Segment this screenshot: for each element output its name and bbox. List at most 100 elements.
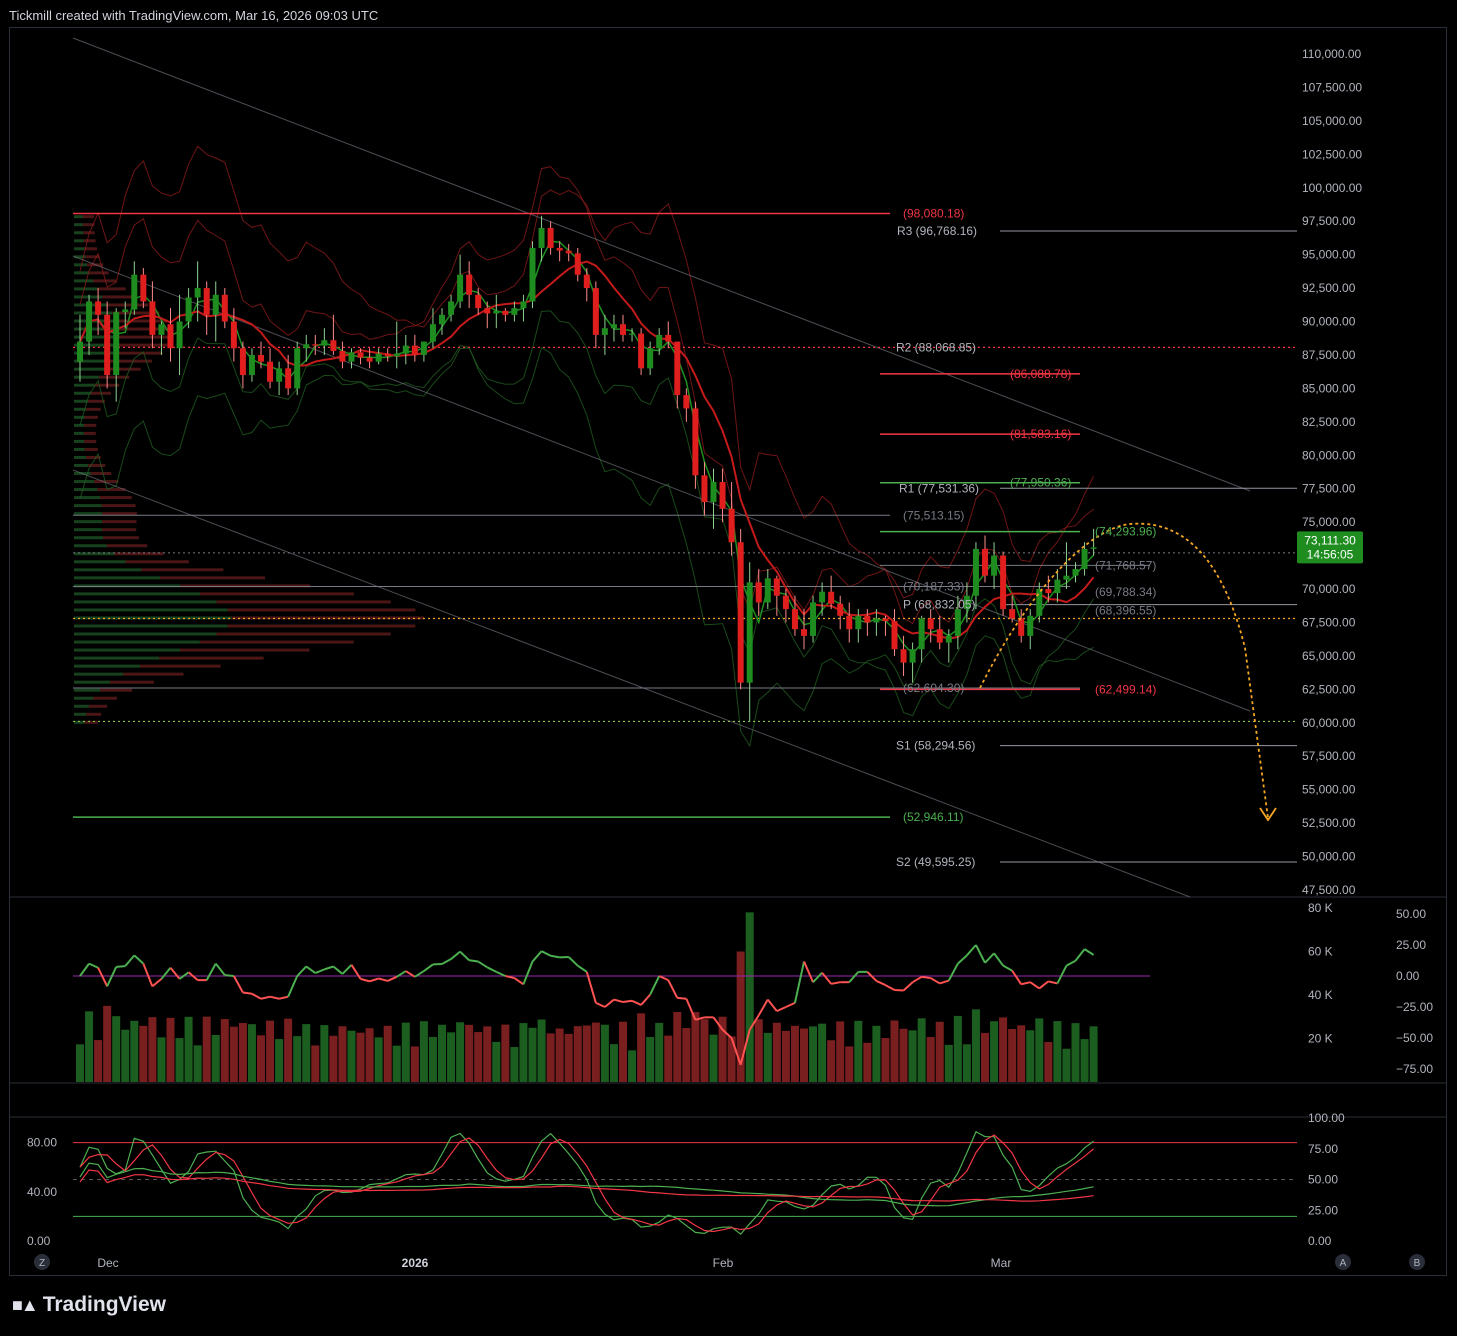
profile-bar-down (141, 568, 224, 572)
candle-body (773, 578, 780, 596)
candle-body (764, 578, 771, 603)
candle-body (638, 333, 645, 369)
volume-bar (890, 1020, 899, 1082)
candle-body (502, 310, 509, 315)
profile-bar-up (74, 632, 217, 636)
candle-body (601, 328, 608, 335)
profile-bar-down (101, 528, 137, 532)
level-label: (77,950.36) (1010, 476, 1071, 490)
momentum-segment (305, 965, 316, 974)
auto-scale-a-button[interactable]: A (1335, 1254, 1351, 1270)
momentum-segment (677, 996, 687, 1000)
volume-bar (908, 1030, 917, 1082)
profile-bar-down (84, 423, 97, 427)
volume-bar (166, 1017, 175, 1082)
volume-bar (754, 1019, 763, 1082)
profile-bar-down (93, 696, 118, 700)
osc-right-tick-label: 0.00 (1308, 1234, 1332, 1248)
price-axis[interactable]: 110,000.00 107,500.00 105,000.00 102,500.00… (1302, 47, 1362, 897)
profile-bar-up (74, 592, 200, 596)
profile-bar-up (74, 295, 103, 299)
price-tick-label: 92,500.00 (1302, 281, 1356, 295)
price-tick-label: 97,500.00 (1302, 214, 1356, 228)
candle-body (493, 310, 500, 314)
profile-bar-down (88, 463, 106, 467)
profile-bar-up (74, 239, 84, 243)
profile-bar-down (93, 279, 117, 283)
candle-body (212, 294, 219, 315)
profile-bar-up (74, 439, 85, 443)
stochastic-oscillator (73, 1130, 1297, 1235)
volume-bar (537, 1019, 546, 1082)
level-label: (75,513.15) (903, 508, 964, 522)
candle-body (620, 324, 626, 335)
profile-bar-up (74, 680, 111, 684)
level-label: (98,080.18) (903, 206, 964, 220)
profile-bar-up (74, 704, 89, 708)
momentum-segment (695, 1016, 705, 1021)
price-tick-label: 57,500.00 (1302, 749, 1356, 763)
trendline-1 (72, 255, 1251, 712)
candle-body (1072, 568, 1079, 576)
level-label: (62,604.30) (903, 681, 964, 695)
candle-body (1054, 579, 1061, 594)
stoch-slow-green (79, 1162, 1094, 1207)
candle-body (285, 368, 292, 389)
volume-bar (736, 951, 745, 1082)
volume-bar (591, 1022, 600, 1082)
tradingview-brand[interactable]: ■▲ TradingView (12, 1293, 166, 1317)
profile-bar-down (106, 544, 148, 548)
momentum-segment (88, 962, 99, 969)
brand-name: TradingView (42, 1293, 167, 1316)
profile-bar-up (74, 463, 89, 467)
volume-bar (1035, 1018, 1044, 1082)
volume-bar (347, 1030, 356, 1082)
current-price-value: 73,111.30 (1304, 533, 1356, 547)
level-label: (70,187.33) (903, 580, 964, 594)
trendline-0 (72, 37, 1251, 492)
zoom-z-button[interactable]: Z (34, 1254, 50, 1270)
candle-body (846, 615, 853, 630)
volume-bar (220, 1019, 229, 1082)
profile-bar-up (74, 520, 103, 524)
volume-bar (981, 1032, 989, 1082)
chart-frame[interactable]: (98,080.18) R3 (96,768.16) R2 (88,068.85) (… (9, 27, 1447, 1276)
volume-bar (881, 1037, 890, 1082)
momentum-segment (396, 970, 407, 978)
volume-bar (953, 1015, 962, 1082)
osc-left-tick-label: 80.00 (27, 1136, 57, 1150)
scale-b-button[interactable]: B (1409, 1254, 1425, 1270)
volume-bar (229, 1026, 238, 1082)
momentum-segment (97, 967, 109, 987)
candle-body (982, 548, 988, 576)
profile-bar-down (86, 712, 102, 716)
level-label: (81,583.16) (1010, 427, 1071, 441)
profile-bar-up (74, 415, 85, 419)
profile-bar-down (102, 295, 137, 299)
candle-body (819, 591, 826, 603)
volume-bar (275, 1039, 284, 1082)
volume-bar (727, 1036, 736, 1082)
candle-body (384, 353, 391, 357)
volume-bar (130, 1020, 139, 1082)
momentum-segment (495, 970, 506, 977)
time-label-2026: 2026 (402, 1256, 429, 1270)
profile-bar-up (74, 600, 217, 604)
momentum-segment (785, 1001, 796, 1008)
candlestick-series[interactable] (77, 215, 1097, 722)
volume-bar (700, 1019, 709, 1082)
candle-body (547, 227, 554, 248)
profile-bar-down (231, 616, 425, 620)
momentum-tick-label: 25.00 (1396, 938, 1426, 952)
price-chart-svg[interactable]: (98,080.18) R3 (96,768.16) R2 (88,068.85) (… (10, 28, 1446, 1275)
osc-left-tick-label: 40.00 (27, 1185, 57, 1199)
volume-bar (401, 1022, 410, 1082)
profile-bar-up (74, 560, 126, 564)
momentum-segment (803, 961, 814, 983)
profile-bar-down (113, 351, 163, 355)
candle-body (1000, 555, 1007, 610)
profile-bar-up (74, 391, 91, 395)
candle-body (357, 352, 364, 358)
time-axis[interactable]: Dec 2026 Feb Mar (97, 1256, 1011, 1270)
momentum-segment (812, 972, 823, 983)
